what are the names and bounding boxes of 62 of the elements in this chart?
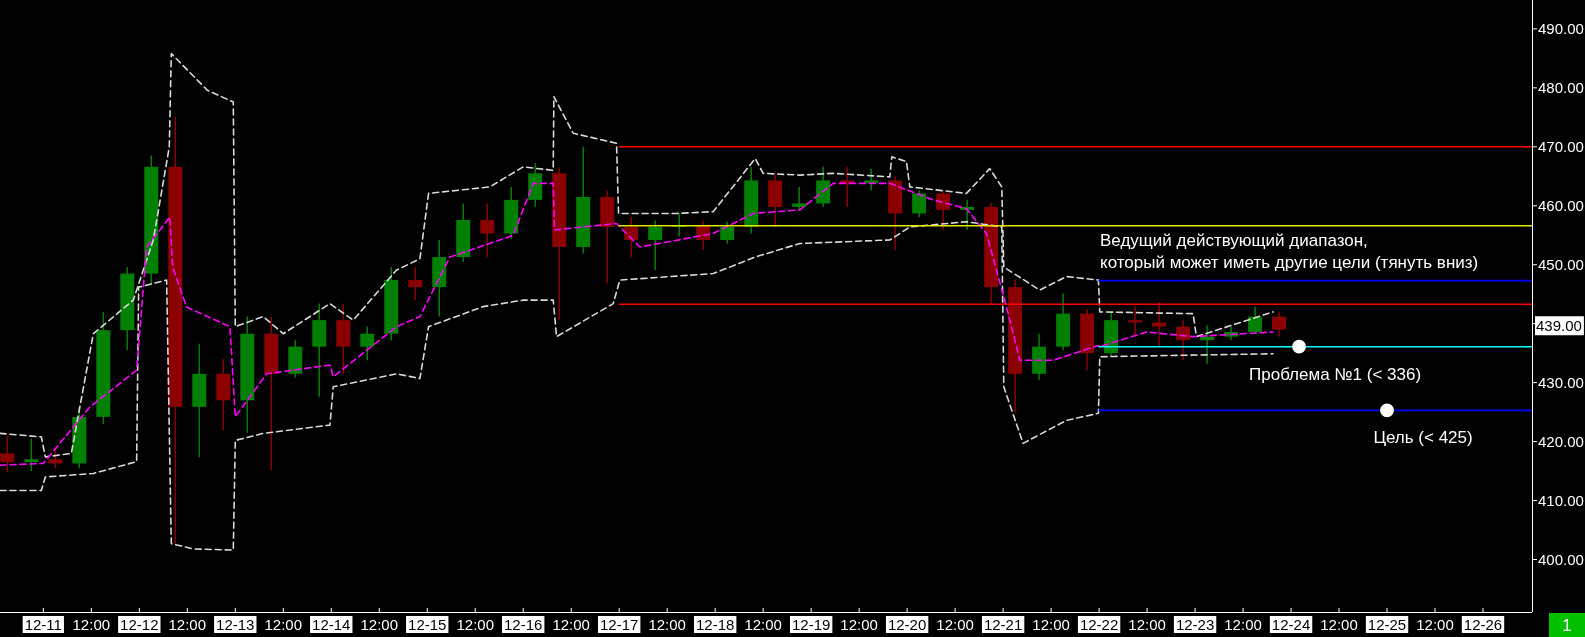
candlestick <box>1272 311 1287 338</box>
x-tick-label: 12:00 <box>1128 616 1166 633</box>
candlestick <box>792 186 807 211</box>
candlestick <box>24 437 39 472</box>
x-tick-label: 12:00 <box>264 616 303 633</box>
candlestick <box>408 266 423 301</box>
text: 439.00 <box>1536 317 1582 335</box>
y-tick-label: 460.00 <box>1538 197 1584 215</box>
x-tick-label: 12-21 <box>983 616 1023 633</box>
x-tick-label: 12:00 <box>1224 616 1262 633</box>
candlestick <box>936 190 951 231</box>
candlestick <box>648 219 663 271</box>
x-tick-label: 12:00 <box>72 616 111 633</box>
x-tick-label: 12:00 <box>168 616 207 633</box>
y-tick-label: 490.00 <box>1538 20 1584 38</box>
x-tick-label: 12-25 <box>1367 616 1407 633</box>
x-tick-label: 12-22 <box>1079 616 1119 633</box>
candlestick <box>864 167 879 192</box>
x-tick-label: 12-11 <box>24 616 62 633</box>
y-tick-label: 430.00 <box>1538 373 1584 391</box>
x-tick-label: 12-17 <box>600 616 639 633</box>
candlestick <box>1152 301 1167 348</box>
x-tick-label: 12:00 <box>456 616 494 633</box>
candlestick <box>720 220 735 245</box>
x-tick-label: 12-13 <box>216 616 255 633</box>
candlestick <box>816 166 831 208</box>
y-tick-label: 450.00 <box>1538 255 1584 273</box>
x-tick-label: 12:00 <box>648 616 686 633</box>
x-tick-label: 12:00 <box>936 616 974 633</box>
x-tick-label: 12-26 <box>1463 616 1503 633</box>
y-tick-label: 400.00 <box>1538 550 1584 568</box>
x-tick-label: 12-19 <box>791 616 831 633</box>
x-tick-label: 12:00 <box>1320 616 1358 633</box>
candlestick <box>480 202 495 258</box>
y-tick-label: 420.00 <box>1538 432 1584 450</box>
annotation: Цель (< 425) <box>1373 428 1473 448</box>
candlestick <box>0 434 15 474</box>
x-tick-label: 12:00 <box>744 616 782 633</box>
x-tick-label: 12-12 <box>120 616 159 633</box>
y-tick-label: 410.00 <box>1538 491 1584 509</box>
candlestick <box>1248 305 1263 335</box>
x-tick-label: 12-18 <box>695 616 735 633</box>
x-tick-label: 12:00 <box>840 616 878 633</box>
x-tick-label: 12-24 <box>1271 616 1311 633</box>
x-tick-label: 12-23 <box>1175 616 1215 633</box>
candlestick <box>1128 305 1143 338</box>
candlestick <box>360 325 375 361</box>
y-tick-label: 480.00 <box>1538 79 1584 97</box>
x-tick-label: 12:00 <box>360 616 399 633</box>
annotation: Проблема №1 (< 336) <box>1249 364 1422 384</box>
x-tick-label: 12-14 <box>312 616 351 633</box>
y-tick-label: 470.00 <box>1538 138 1584 156</box>
x-tick-label: 12:00 <box>552 616 590 633</box>
x-tick-label: 12:00 <box>1416 616 1454 633</box>
annotation: Ведущий действующий диапазон, который может иметь другие цели (тянуть вниз) <box>1100 231 1479 272</box>
candlestick <box>912 189 927 218</box>
text: 1 <box>1562 616 1572 635</box>
x-tick-label: 12-15 <box>408 616 447 633</box>
candlestick <box>840 166 855 208</box>
x-tick-label: 12:00 <box>1032 616 1070 633</box>
x-tick-label: 12-20 <box>887 616 927 633</box>
x-tick-label: 12-16 <box>504 616 543 633</box>
